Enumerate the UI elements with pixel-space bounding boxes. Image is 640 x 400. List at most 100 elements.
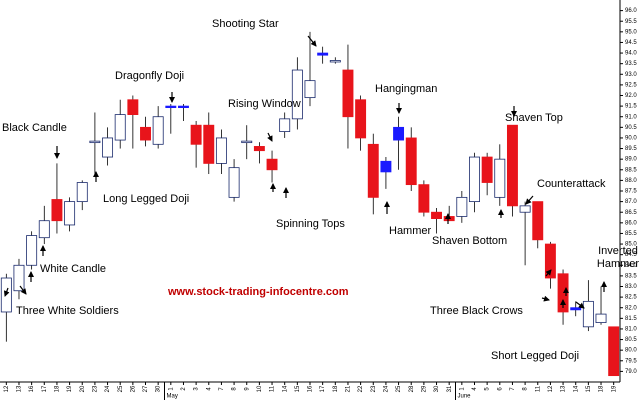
candle-body <box>51 199 63 222</box>
candle-body <box>469 156 480 203</box>
candle-body <box>304 80 316 99</box>
candle-body <box>355 99 367 139</box>
candle-body <box>241 140 253 144</box>
candle-body <box>481 156 493 183</box>
candle-body <box>215 137 227 164</box>
x-tick-label: 4 <box>472 387 478 391</box>
annotation: Black Candle <box>2 122 67 134</box>
annotation: Short Legged Doji <box>491 350 580 362</box>
candle-body <box>140 126 151 141</box>
x-tick-label: 27 <box>143 385 149 392</box>
y-tick-label: 87.0 <box>625 199 637 205</box>
x-tick-label: 25 <box>118 385 124 392</box>
annotation: Dragonfly Doji <box>115 70 185 82</box>
y-tick-label: 91.5 <box>625 104 637 110</box>
y-tick-label: 84.0 <box>625 263 637 269</box>
x-tick-label: 17 <box>42 385 48 392</box>
x-tick-label: 1 <box>168 387 174 391</box>
x-tick-label: 30 <box>434 385 440 392</box>
x-tick-label: 26 <box>130 385 136 392</box>
x-tick-label: 13 <box>561 385 567 392</box>
x-tick-label: 24 <box>105 385 111 392</box>
candle-body <box>253 146 265 152</box>
candle-body <box>279 118 291 132</box>
candle-body <box>13 264 25 292</box>
x-tick-label: 9 <box>244 387 250 391</box>
annotation: Long Legged Doji <box>103 193 190 205</box>
candle-body <box>506 124 518 207</box>
candle-body <box>203 124 215 164</box>
y-tick-label: 89.0 <box>625 157 637 163</box>
x-tick-label: 16 <box>29 385 35 392</box>
y-tick-label: 90.0 <box>625 136 637 142</box>
annotation: Hangingman <box>375 83 438 95</box>
x-tick-label: 14 <box>573 385 579 392</box>
annotation: Inverted Hammer <box>596 245 640 270</box>
candle-body <box>494 158 506 198</box>
arrow <box>525 195 534 205</box>
arrow <box>19 285 27 295</box>
arrow <box>3 287 10 297</box>
x-tick-label: 28 <box>409 385 415 392</box>
month-label: May <box>166 394 177 400</box>
arrow <box>541 295 550 302</box>
arrow <box>545 269 552 277</box>
y-tick-label: 87.5 <box>625 189 637 195</box>
website: www.stock-trading-infocentre.com <box>168 286 349 298</box>
y-tick-label: 80.0 <box>625 348 637 354</box>
y-tick-label: 93.0 <box>625 72 637 78</box>
x-tick-label: 30 <box>156 385 162 392</box>
x-tick-label: 23 <box>371 385 377 392</box>
x-tick-label: 8 <box>523 387 529 391</box>
y-tick-label: 81.0 <box>625 327 637 333</box>
x-tick-label: 6 <box>497 387 503 391</box>
candle-body <box>127 99 139 116</box>
x-tick-label: 11 <box>535 385 541 392</box>
x-tick-label: 29 <box>421 385 427 392</box>
y-tick-label: 88.5 <box>625 167 637 173</box>
candle-body <box>0 277 12 313</box>
candle-body <box>405 137 417 186</box>
y-tick-label: 86.5 <box>625 210 637 216</box>
candle-body <box>190 124 202 145</box>
candle-body <box>443 216 455 222</box>
annotation: White Candle <box>40 263 107 275</box>
y-tick-label: 83.5 <box>625 273 637 279</box>
x-tick-label: 19 <box>611 385 617 392</box>
y-tick-label: 86.0 <box>625 220 637 226</box>
candle-body <box>165 105 177 109</box>
candle-body <box>266 158 278 171</box>
annotation: Hammer <box>389 225 432 237</box>
candle-body <box>367 143 379 198</box>
arrow <box>307 35 317 47</box>
y-tick-label: 90.5 <box>625 125 637 131</box>
y-tick-label: 95.5 <box>625 19 637 25</box>
arrow <box>267 132 273 142</box>
x-tick-label: 15 <box>295 385 301 392</box>
x-tick-label: 18 <box>333 385 339 392</box>
candle-body <box>342 69 354 118</box>
x-tick-label: 22 <box>358 385 364 392</box>
annotation: Shaven Top <box>505 112 563 124</box>
y-tick-label: 85.5 <box>625 231 637 237</box>
candle-body <box>456 196 468 217</box>
candle-body <box>64 201 76 226</box>
x-tick-label: 31 <box>447 385 453 392</box>
candle-body <box>595 313 607 323</box>
candle-body <box>152 116 164 145</box>
x-tick-label: 11 <box>270 385 276 392</box>
candle-body <box>38 220 50 239</box>
x-tick-label: 21 <box>346 385 352 392</box>
y-tick-label: 88.0 <box>625 178 637 184</box>
candle-body <box>329 60 341 63</box>
annotation: Shooting Star <box>212 18 279 30</box>
candle-body <box>431 211 442 219</box>
annotation: Three White Soldiers <box>16 305 119 317</box>
x-tick-label: 23 <box>92 385 98 392</box>
x-tick-label: 3 <box>194 387 200 391</box>
candle-body <box>393 126 405 141</box>
y-tick-label: 80.5 <box>625 337 637 343</box>
x-tick-label: 19 <box>67 385 73 392</box>
candle-body <box>228 167 240 198</box>
x-tick-label: 7 <box>219 387 225 391</box>
